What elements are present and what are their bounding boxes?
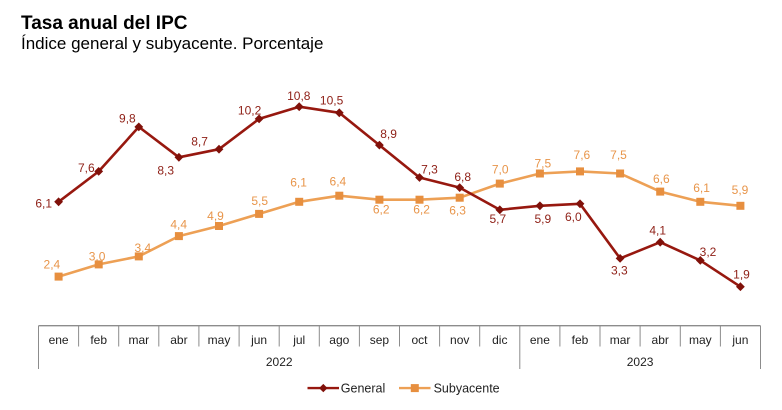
svg-text:2022: 2022 bbox=[266, 355, 293, 369]
svg-text:7,6: 7,6 bbox=[574, 148, 591, 162]
svg-text:may: may bbox=[208, 333, 231, 347]
svg-text:6,1: 6,1 bbox=[35, 197, 52, 211]
svg-text:mar: mar bbox=[128, 333, 149, 347]
svg-text:6,6: 6,6 bbox=[653, 172, 670, 186]
svg-text:nov: nov bbox=[450, 333, 469, 347]
svg-text:10,5: 10,5 bbox=[320, 93, 344, 107]
svg-text:3,0: 3,0 bbox=[89, 249, 106, 263]
svg-text:10,8: 10,8 bbox=[287, 89, 311, 103]
svg-text:10,2: 10,2 bbox=[238, 104, 262, 118]
svg-text:6,2: 6,2 bbox=[413, 203, 430, 217]
svg-text:ene: ene bbox=[530, 333, 550, 347]
svg-text:9,8: 9,8 bbox=[119, 112, 136, 126]
svg-text:ago: ago bbox=[329, 333, 349, 347]
svg-text:8,7: 8,7 bbox=[191, 135, 208, 149]
svg-text:jul: jul bbox=[292, 333, 305, 347]
svg-text:4,9: 4,9 bbox=[207, 209, 224, 223]
svg-text:abr: abr bbox=[652, 333, 669, 347]
svg-text:5,9: 5,9 bbox=[534, 212, 551, 226]
svg-text:4,1: 4,1 bbox=[649, 223, 666, 237]
svg-text:4,4: 4,4 bbox=[170, 218, 187, 232]
svg-text:6,2: 6,2 bbox=[373, 203, 390, 217]
svg-text:7,0: 7,0 bbox=[492, 162, 509, 176]
svg-text:General: General bbox=[341, 381, 385, 395]
svg-text:abr: abr bbox=[170, 333, 187, 347]
svg-text:3,2: 3,2 bbox=[700, 245, 717, 259]
svg-text:6,0: 6,0 bbox=[565, 210, 582, 224]
svg-text:6,1: 6,1 bbox=[693, 181, 710, 195]
svg-text:7,5: 7,5 bbox=[534, 156, 551, 170]
svg-text:mar: mar bbox=[610, 333, 631, 347]
svg-text:3,3: 3,3 bbox=[611, 264, 628, 278]
svg-text:5,9: 5,9 bbox=[732, 183, 749, 197]
svg-text:feb: feb bbox=[90, 333, 107, 347]
svg-text:7,3: 7,3 bbox=[421, 162, 438, 176]
svg-text:ene: ene bbox=[49, 333, 69, 347]
svg-text:6,3: 6,3 bbox=[449, 203, 466, 217]
svg-text:6,4: 6,4 bbox=[330, 174, 347, 188]
svg-text:6,1: 6,1 bbox=[290, 176, 307, 190]
svg-text:2,4: 2,4 bbox=[44, 258, 61, 272]
svg-text:7,6: 7,6 bbox=[78, 161, 95, 175]
svg-text:5,7: 5,7 bbox=[489, 212, 506, 226]
svg-text:oct: oct bbox=[411, 333, 428, 347]
svg-text:jun: jun bbox=[731, 333, 748, 347]
svg-text:7,5: 7,5 bbox=[610, 148, 627, 162]
svg-text:3,4: 3,4 bbox=[134, 241, 151, 255]
svg-text:dic: dic bbox=[492, 333, 507, 347]
svg-text:may: may bbox=[689, 333, 712, 347]
svg-text:2023: 2023 bbox=[627, 355, 654, 369]
svg-text:Subyacente: Subyacente bbox=[434, 381, 500, 395]
svg-text:5,5: 5,5 bbox=[251, 194, 268, 208]
svg-text:jun: jun bbox=[250, 333, 267, 347]
svg-text:feb: feb bbox=[572, 333, 589, 347]
svg-text:sep: sep bbox=[370, 333, 390, 347]
svg-text:6,8: 6,8 bbox=[454, 170, 471, 184]
svg-text:8,3: 8,3 bbox=[157, 163, 174, 177]
svg-text:8,9: 8,9 bbox=[380, 127, 397, 141]
svg-text:1,9: 1,9 bbox=[733, 268, 750, 282]
